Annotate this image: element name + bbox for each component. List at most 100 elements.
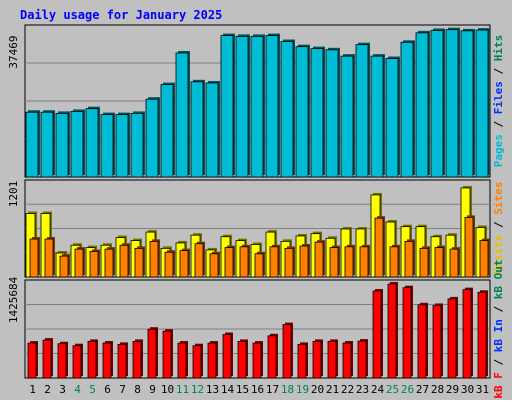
bar-pages-13-face [205, 82, 219, 178]
bar-pages-16 [250, 34, 265, 178]
bar-sites-21-face [329, 247, 339, 278]
bar-sites-20-face [314, 241, 324, 278]
bar-sites-18-face [284, 247, 294, 278]
bar-sites-11 [179, 248, 190, 278]
bar-kbf-17-face [267, 335, 277, 379]
x-tick-label: 4 [74, 383, 81, 396]
bar-sites-8 [134, 246, 145, 278]
legend-entry: Files [492, 81, 505, 114]
bar-sites-22 [344, 244, 355, 278]
bar-kbf-20 [312, 339, 323, 379]
x-tick-label: 15 [236, 383, 249, 396]
bar-kbf-26 [402, 285, 413, 379]
bar-pages-9-face [145, 98, 159, 178]
x-tick-label: 26 [401, 383, 414, 396]
bar-pages-3 [55, 111, 70, 178]
bar-pages-29 [445, 27, 460, 178]
bar-sites-28-face [434, 247, 444, 278]
bar-sites-17-face [269, 246, 279, 278]
x-tick-label: 1 [29, 383, 36, 396]
x-tick-label: 2 [44, 383, 51, 396]
bar-pages-19-face [295, 46, 309, 178]
bar-sites-1-face [29, 238, 39, 278]
bar-sites-17 [269, 244, 280, 278]
bar-pages-1 [25, 110, 40, 178]
bar-sites-2-face [44, 238, 54, 278]
bar-sites-1 [29, 237, 40, 278]
x-tick-label: 10 [161, 383, 174, 396]
bar-kbf-28 [432, 303, 443, 379]
x-tick-label: 3 [59, 383, 66, 396]
bar-kbf-27-face [417, 304, 427, 379]
bar-pages-7-face [115, 114, 129, 178]
x-tick-label: 31 [476, 383, 489, 396]
bar-kbf-16-face [252, 342, 262, 379]
panel-1-legend: Pages / Files / Hits [492, 35, 505, 168]
bar-sites-19-face [299, 245, 309, 278]
bar-sites-2 [44, 237, 55, 278]
bar-pages-10-face [160, 84, 174, 178]
bar-sites-12-face [194, 243, 204, 278]
bar-pages-22-face [340, 55, 354, 178]
bar-kbf-22 [342, 341, 353, 379]
bar-pages-24 [370, 54, 385, 178]
bar-pages-11 [175, 50, 190, 178]
bar-kbf-25-face [387, 283, 397, 379]
bar-sites-26 [404, 239, 415, 278]
bar-sites-6 [104, 247, 115, 278]
bar-kbf-6-face [102, 342, 112, 379]
bar-pages-8-face [130, 113, 144, 178]
bar-pages-30 [460, 28, 475, 178]
bar-sites-23-face [359, 246, 369, 278]
bar-pages-21 [325, 47, 340, 178]
bar-sites-27 [419, 246, 430, 278]
x-tick-label: 16 [251, 383, 264, 396]
bar-sites-7-face [119, 244, 129, 278]
legend-entry: / [492, 215, 505, 235]
bar-kbf-6 [102, 341, 113, 379]
legend-entry: Sites [492, 182, 505, 215]
panel-3-legend: kB F / kB In / kB Out [492, 259, 505, 398]
bar-kbf-20-face [312, 341, 322, 379]
bar-sites-12 [194, 241, 205, 278]
bar-pages-8 [130, 111, 145, 178]
bar-sites-15 [239, 244, 250, 278]
legend-entry: kB Out [492, 259, 505, 299]
bar-pages-4 [70, 109, 85, 178]
legend-entry: Visits [492, 235, 505, 275]
bar-pages-25-face [385, 58, 399, 178]
legend-entry: Pages [492, 134, 505, 167]
bar-pages-22 [340, 54, 355, 178]
x-axis-labels: 1 2 3 4 5 6 7 8 9 10 11 12 13 14 15 16 17 18 19 20 21 22 23 24 2… [29, 383, 489, 396]
bar-kbf-14-face [222, 334, 232, 379]
bar-pages-15-face [235, 35, 249, 178]
bar-pages-12-face [190, 81, 204, 178]
bar-kbf-9 [147, 327, 158, 379]
bar-kbf-18-face [282, 324, 292, 379]
bar-kbf-18 [282, 322, 293, 379]
bar-pages-2-face [40, 111, 54, 178]
x-tick-label: 17 [266, 383, 279, 396]
bar-kbf-5 [87, 339, 98, 379]
legend-entry: / [492, 299, 505, 319]
bar-sites-22-face [344, 246, 354, 278]
panel-1-scale-label: 37469 [7, 35, 20, 68]
bar-pages-9 [145, 97, 160, 178]
bar-kbf-7-face [117, 343, 127, 379]
bar-pages-25 [385, 56, 400, 178]
x-tick-label: 8 [134, 383, 141, 396]
bar-sites-14 [224, 245, 235, 278]
x-tick-label: 23 [356, 383, 369, 396]
bar-pages-4-face [70, 111, 84, 178]
bar-kbf-3 [57, 341, 68, 379]
bar-kbf-25 [387, 282, 398, 379]
bar-kbf-19-face [297, 343, 307, 379]
bar-pages-19 [295, 44, 310, 178]
legend-entry: Hits [492, 35, 505, 62]
bar-pages-17-face [265, 35, 279, 178]
bar-sites-7 [119, 243, 130, 278]
x-tick-label: 27 [416, 383, 429, 396]
bar-pages-30-face [460, 30, 474, 178]
